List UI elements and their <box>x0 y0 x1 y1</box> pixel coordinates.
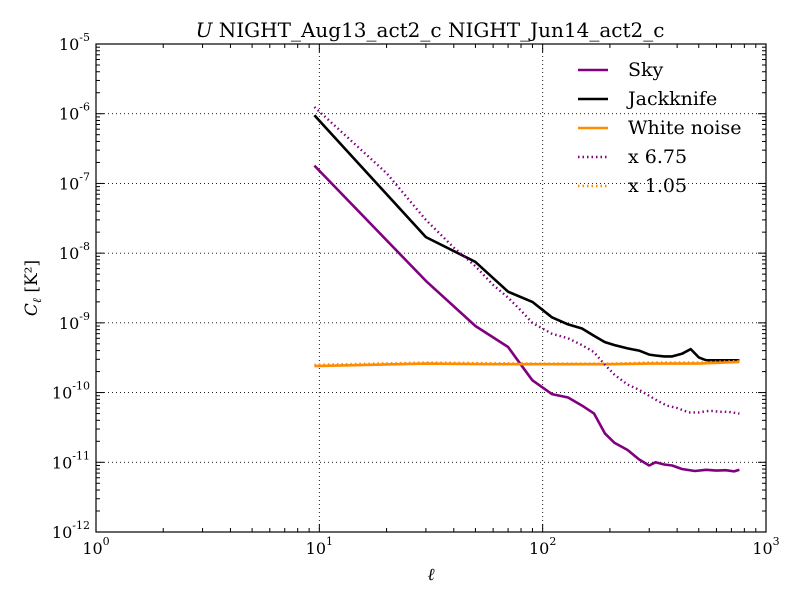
legend-label-x-6-75: x 6.75 <box>628 146 687 168</box>
x-axis-label: ℓ <box>427 565 434 585</box>
y-tick-label: 10-8 <box>59 240 90 263</box>
axes-frame <box>95 43 767 533</box>
x-tick-label: 101 <box>306 535 333 558</box>
series-line-x-1-05 <box>314 359 740 366</box>
series-line-jackknife <box>313 114 740 362</box>
legend-label-x-1-05: x 1.05 <box>628 175 687 197</box>
y-tick-label: 10-10 <box>52 380 90 403</box>
legend-label-white-noise: White noise <box>628 117 742 139</box>
x-tick-label: 103 <box>752 535 779 558</box>
y-tick-label: 10-5 <box>59 31 90 54</box>
x-tick-label: 100 <box>82 535 109 558</box>
legend: Sky Jackknife White noise x 6.75 x 1.05 <box>578 59 742 197</box>
y-tick-label: 10-9 <box>59 310 90 333</box>
x-tick-label: 102 <box>529 535 556 558</box>
legend-label-jackknife: Jackknife <box>626 88 717 110</box>
y-tick-label: 10-7 <box>59 170 90 193</box>
y-tick-label: 10-11 <box>52 449 90 472</box>
y-tick-label: 10-6 <box>59 101 90 124</box>
chart-title: U NIGHT_Aug13_act2_c NIGHT_Jun14_act2_c <box>196 18 665 42</box>
y-tick-label: 10-12 <box>52 519 90 542</box>
plot-area: 100 101 102 103 10-12 10-11 10-10 10-9 10-8 10-7 1… <box>52 31 780 558</box>
y-axis-label: Cℓ [K²] <box>22 260 44 316</box>
legend-label-sky: Sky <box>628 59 664 81</box>
series-line-x-6-75 <box>313 106 740 415</box>
